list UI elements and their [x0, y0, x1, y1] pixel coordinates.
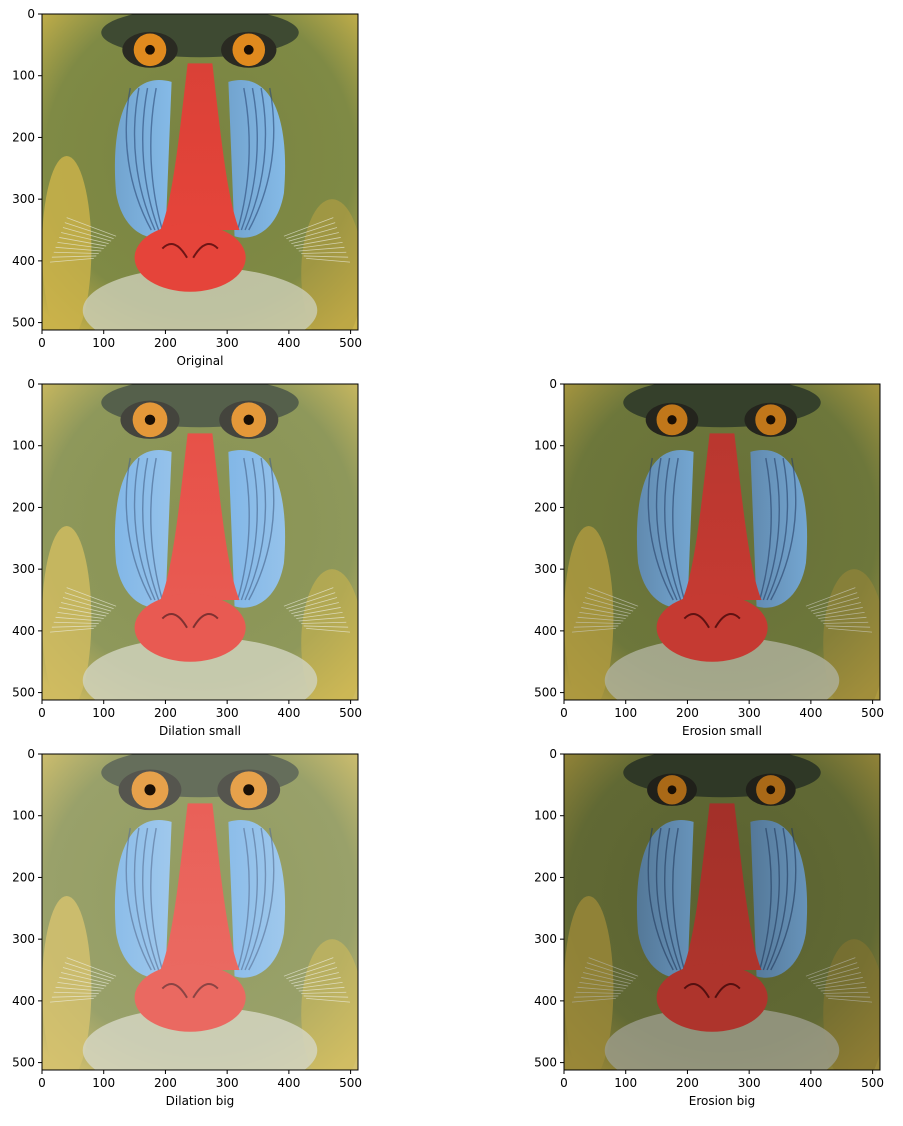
y-tick-label: 300	[12, 192, 35, 206]
y-tick-label: 100	[534, 439, 557, 453]
panel-erosion-big: 0 100 200 300 400 500 0 100 200 300 400 500 Erosion …	[522, 740, 903, 1114]
x-tick-label: 400	[277, 1076, 300, 1090]
y-tick-label: 300	[12, 932, 35, 946]
x-tick-label: 0	[38, 1076, 46, 1090]
y-tick-label: 400	[12, 254, 35, 268]
y-tick-label: 100	[12, 439, 35, 453]
mandrill-image	[42, 14, 358, 330]
x-tick-label: 0	[38, 706, 46, 720]
panel-svg: 0 100 200 300 400 5000100200300400500Dilation…	[12, 747, 362, 1108]
x-tick-label: 100	[92, 336, 115, 350]
panel-label: Dilation small	[159, 724, 241, 738]
y-tick-label: 200	[534, 500, 557, 514]
y-tick-label: 200	[12, 130, 35, 144]
y-tick-label: 200	[534, 870, 557, 884]
x-tick-label: 200	[154, 706, 177, 720]
y-tick-label: 300	[534, 932, 557, 946]
axes-frame	[563, 383, 881, 701]
y-tick-label: 0	[27, 7, 35, 21]
x-tick-label: 100	[614, 1076, 637, 1090]
mandrill-image	[42, 384, 358, 700]
y-tick-label: 500	[12, 1056, 35, 1070]
y-tick-label: 0	[549, 377, 557, 391]
panel-svg: 0 100 200 300 400 5000100200300400500Erosion …	[534, 377, 884, 738]
mandrill-image	[42, 754, 358, 1070]
mandrill-image	[564, 384, 880, 700]
x-tick-label: 0	[38, 336, 46, 350]
x-tick-label: 300	[216, 336, 239, 350]
x-tick-label: 200	[676, 1076, 699, 1090]
x-tick-label: 500	[339, 336, 362, 350]
y-tick-label: 400	[12, 994, 35, 1008]
x-tick-label: 400	[799, 706, 822, 720]
x-tick-label: 500	[861, 706, 884, 720]
y-tick-label: 100	[12, 809, 35, 823]
x-tick-label: 0	[560, 706, 568, 720]
y-tick-label: 0	[27, 377, 35, 391]
y-tick-label: 0	[27, 747, 35, 761]
x-tick-label: 500	[861, 1076, 884, 1090]
y-tick-label: 200	[12, 870, 35, 884]
y-tick-label: 500	[534, 686, 557, 700]
y-tick-label: 400	[534, 624, 557, 638]
mandrill-image	[564, 754, 880, 1070]
x-tick-label: 300	[738, 706, 761, 720]
panel-erosion-small: 0 100 200 300 400 500 0 100 200 300 400 500 Erosion …	[522, 370, 903, 744]
y-tick-label: 500	[12, 316, 35, 330]
x-tick-label: 300	[216, 1076, 239, 1090]
x-tick-label: 500	[339, 706, 362, 720]
axes-frame	[41, 753, 359, 1071]
panel-original: 0 100 200 300 400 500 0 100 200 300 400 500 Original	[0, 0, 381, 374]
y-tick-label: 400	[12, 624, 35, 638]
panel-dilation-big: 0 100 200 300 400 500 0 100 200 300 400 500 Dilation…	[0, 740, 381, 1114]
panel-label: Erosion small	[682, 724, 762, 738]
x-tick-label: 400	[277, 706, 300, 720]
y-tick-label: 500	[534, 1056, 557, 1070]
x-tick-label: 100	[614, 706, 637, 720]
y-tick-label: 200	[12, 500, 35, 514]
x-tick-label: 300	[216, 706, 239, 720]
x-tick-label: 300	[738, 1076, 761, 1090]
y-tick-label: 100	[12, 69, 35, 83]
x-tick-label: 500	[339, 1076, 362, 1090]
x-tick-label: 200	[676, 706, 699, 720]
panel-label: Original	[177, 354, 224, 368]
x-tick-label: 0	[560, 1076, 568, 1090]
y-tick-label: 500	[12, 686, 35, 700]
y-tick-label: 300	[12, 562, 35, 576]
y-tick-label: 0	[549, 747, 557, 761]
y-tick-label: 400	[534, 994, 557, 1008]
y-tick-label: 100	[534, 809, 557, 823]
panel-svg: 0 100 200 300 400 5000100200300400500Erosion …	[534, 747, 884, 1108]
panel-svg: 0 100 200 300 400 5000100200300400500Dilation…	[12, 377, 362, 738]
x-tick-label: 100	[92, 706, 115, 720]
axes-frame	[41, 383, 359, 701]
x-tick-label: 400	[277, 336, 300, 350]
x-tick-label: 100	[92, 1076, 115, 1090]
y-tick-label: 300	[534, 562, 557, 576]
x-tick-label: 200	[154, 1076, 177, 1090]
panel-dilation-small: 0 100 200 300 400 500 0 100 200 300 400 500 Dilation…	[0, 370, 381, 744]
x-tick-label: 400	[799, 1076, 822, 1090]
axes-frame	[563, 753, 881, 1071]
axes-frame	[41, 13, 359, 331]
panel-label: Erosion big	[689, 1094, 756, 1108]
x-tick-label: 200	[154, 336, 177, 350]
panel-label: Dilation big	[166, 1094, 235, 1108]
